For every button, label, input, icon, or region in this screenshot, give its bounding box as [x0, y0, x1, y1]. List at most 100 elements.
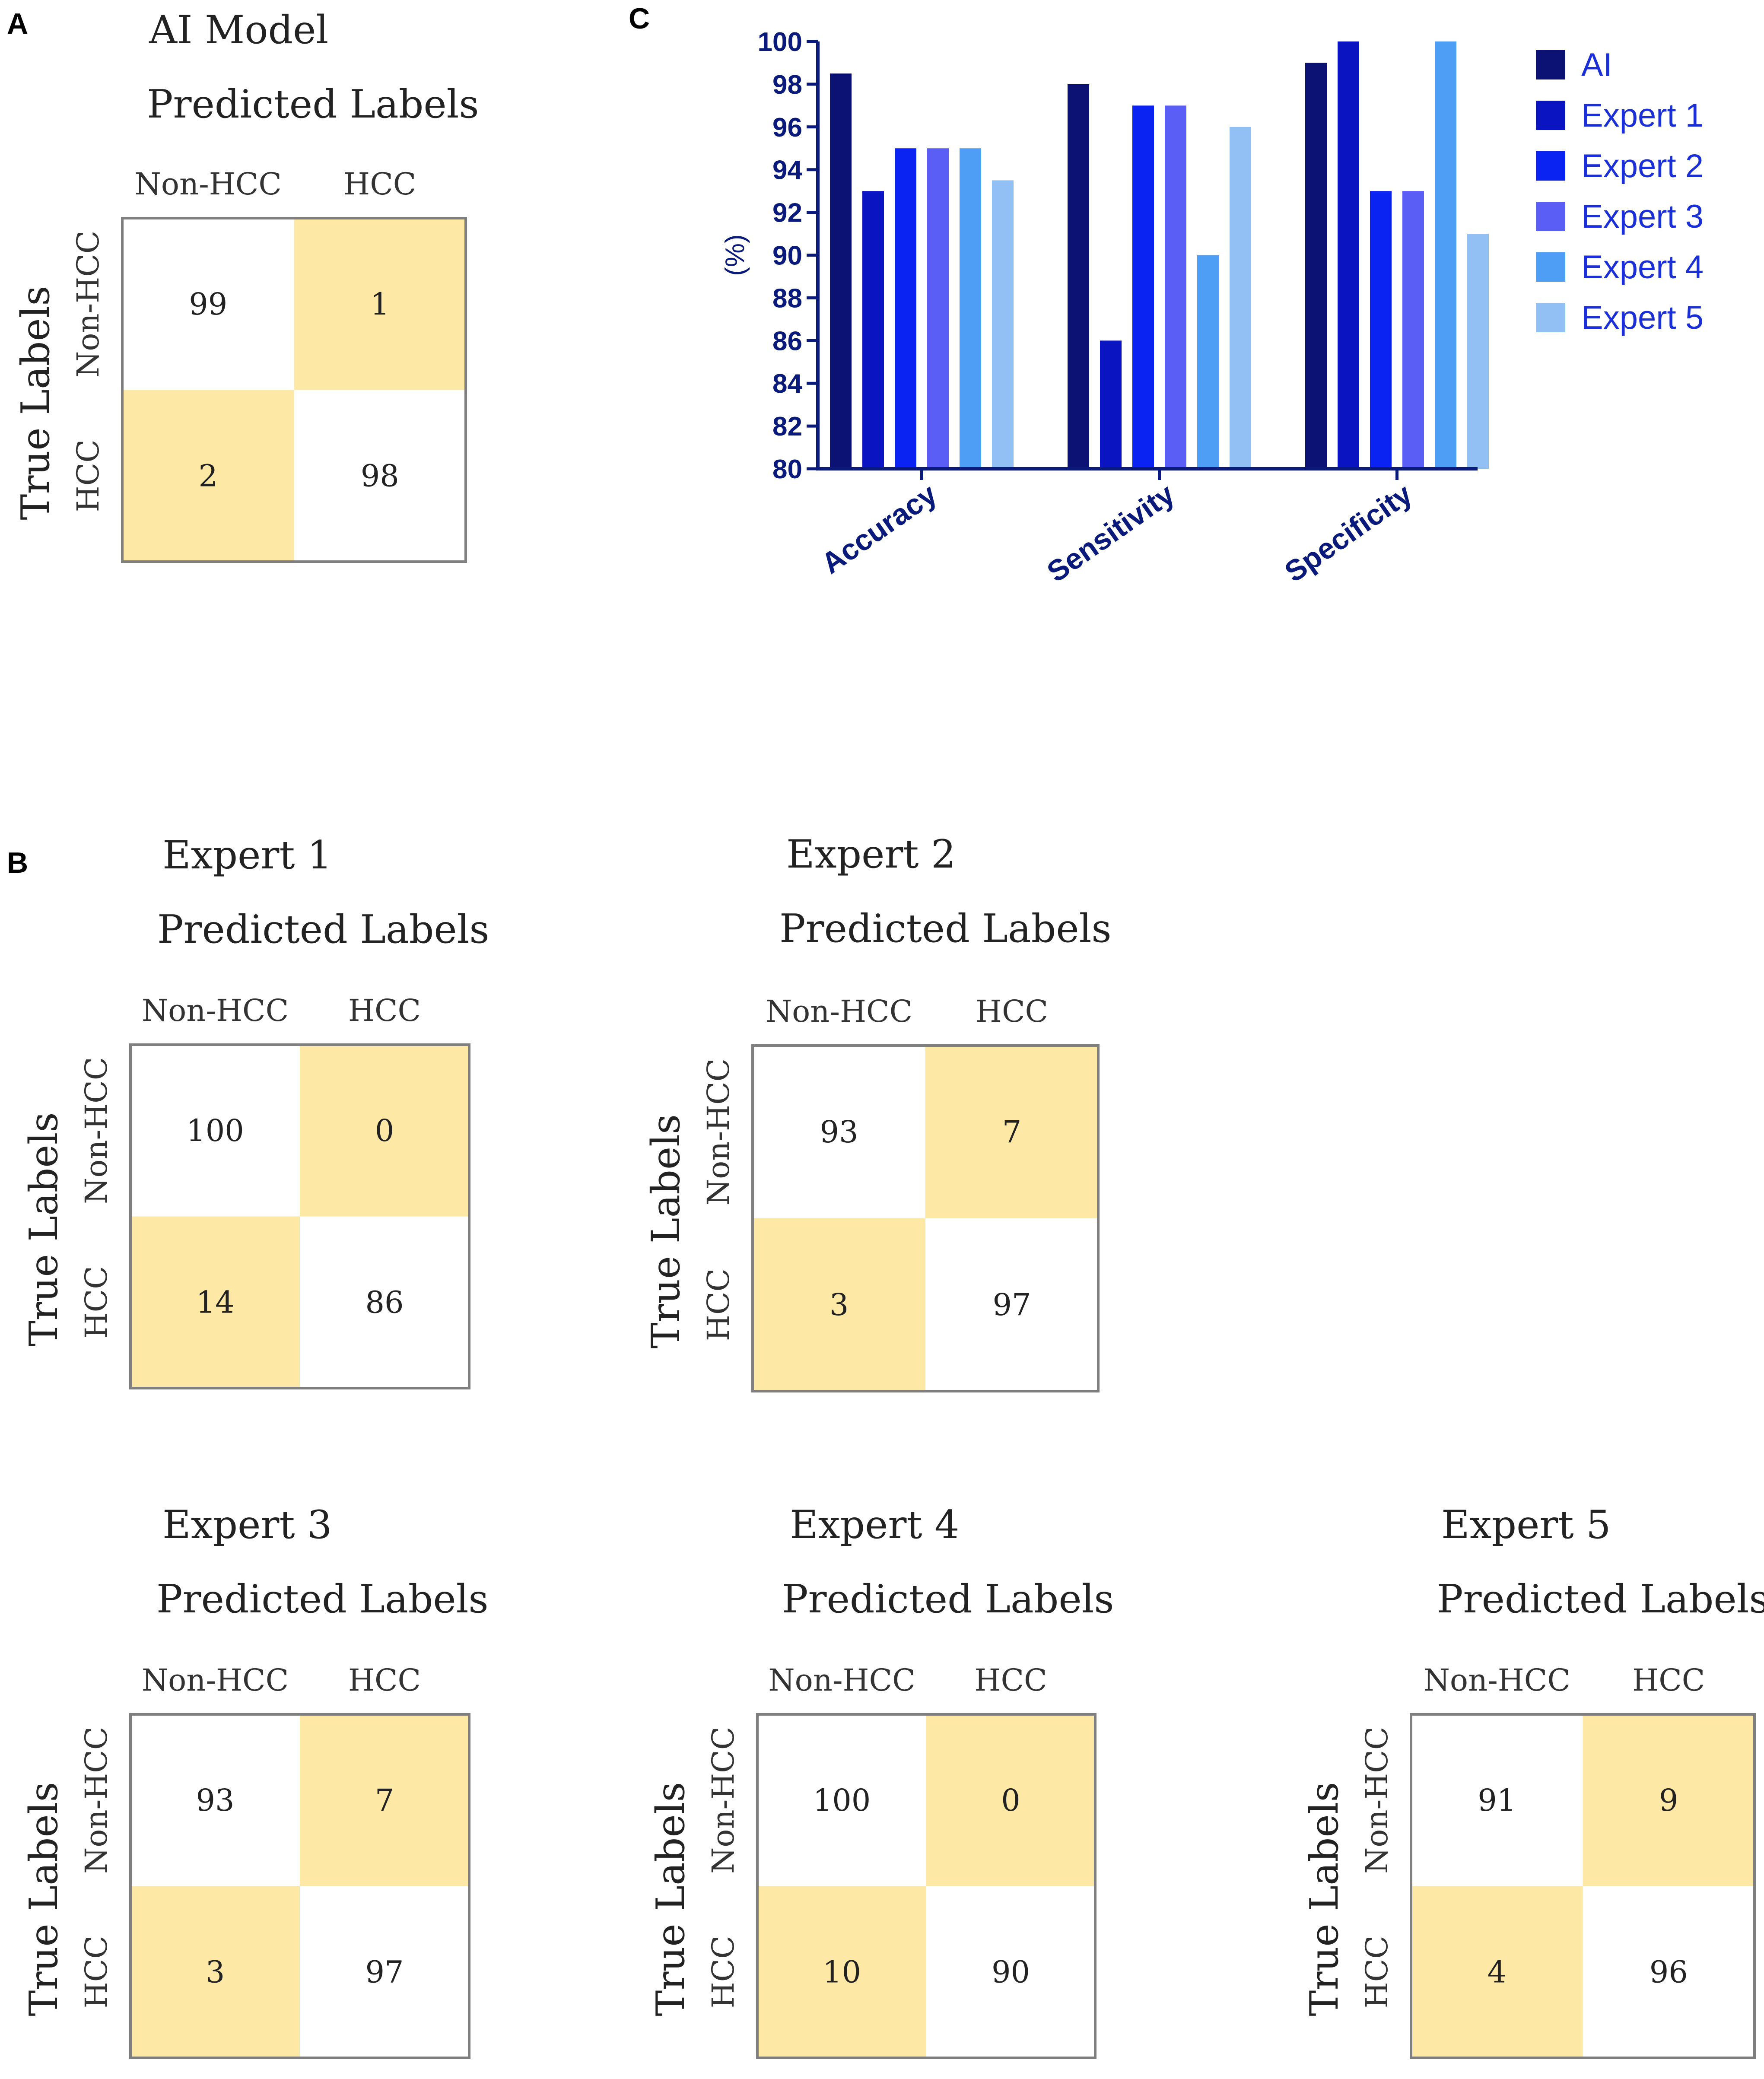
y-tick-label: 96 [772, 113, 802, 143]
matrix-title: Expert 5 [1441, 1502, 1611, 1548]
bar-expert-3-accuracy [927, 148, 949, 469]
matrix-cell [757, 1886, 926, 2058]
y-tick-label: 92 [772, 198, 802, 228]
matrix-cell [1411, 1714, 1583, 1886]
row-label: Non-HCC [79, 1057, 114, 1204]
predicted-labels-heading: Predicted Labels [782, 1577, 1114, 1622]
matrix-cell [300, 1216, 469, 1388]
matrix-cell-value: 7 [375, 1783, 394, 1818]
column-label: HCC [976, 994, 1048, 1029]
confusion-matrix-2: Expert 1 Predicted Labels Non-HCC HCC Non-HC… [21, 833, 489, 1389]
matrix-cell [294, 218, 466, 390]
matrix-border [756, 1713, 1097, 2059]
legend-swatch [1536, 303, 1565, 332]
matrix-cell-value: 98 [361, 458, 399, 493]
matrix-cell [925, 1218, 1098, 1391]
matrix-cell [130, 1714, 300, 1886]
matrix-border [129, 1713, 470, 2059]
matrix-cell [130, 1216, 300, 1388]
matrix-cell-value: 7 [1002, 1114, 1022, 1150]
bar-ai-accuracy [830, 73, 852, 469]
matrix-title: Expert 2 [786, 832, 956, 877]
x-categories: Accuracy Sensitivity Specificity [816, 469, 1418, 588]
row-label: Non-HCC [1359, 1727, 1395, 1874]
row-label: Non-HCC [706, 1727, 741, 1874]
row-label: Non-HCC [701, 1059, 736, 1205]
y-axis-label: (%) [720, 234, 750, 276]
bar-expert-2-sensitivity [1132, 105, 1154, 469]
y-tick-label: 84 [772, 369, 802, 399]
bar-expert-3-sensitivity [1165, 105, 1186, 469]
matrix-cell-value: 100 [813, 1783, 871, 1818]
matrix-cell [1583, 1714, 1754, 1886]
column-label: Non-HCC [142, 1663, 289, 1698]
matrix-cell-value: 9 [1659, 1783, 1678, 1818]
legend-label: Expert 3 [1581, 198, 1704, 235]
row-label: Non-HCC [79, 1727, 114, 1874]
bar-expert-4-specificity [1435, 41, 1456, 469]
matrix-cell [300, 1045, 469, 1217]
matrix-cell-value: 0 [375, 1113, 394, 1148]
matrix-cell [753, 1218, 925, 1391]
predicted-labels-heading: Predicted Labels [157, 907, 489, 952]
matrix-cell-value: 4 [1487, 1954, 1507, 1990]
matrix-border [1410, 1713, 1756, 2059]
y-ticks: 80 82 84 86 88 90 92 94 96 98 100 [758, 27, 818, 484]
row-label: HCC [1359, 1936, 1395, 2008]
bar-expert-5-specificity [1467, 234, 1489, 469]
legend-label: Expert 2 [1581, 148, 1704, 184]
y-tick-label: 94 [772, 156, 802, 185]
predicted-labels-heading: Predicted Labels [1437, 1577, 1764, 1622]
matrix-cell [1583, 1886, 1754, 2058]
matrix-cell-value: 93 [196, 1783, 234, 1818]
matrix-cell-value: 14 [196, 1284, 234, 1320]
column-label: HCC [348, 1663, 421, 1698]
matrix-cell-value: 1 [370, 286, 390, 322]
column-label: Non-HCC [142, 993, 289, 1028]
matrix-cell [757, 1714, 926, 1886]
panel-letter-a: A [7, 7, 28, 40]
matrix-title: Expert 4 [790, 1502, 959, 1548]
y-tick-label: 86 [772, 326, 802, 356]
matrix-border [751, 1044, 1100, 1392]
bar-expert-2-accuracy [895, 148, 916, 469]
predicted-labels-heading: Predicted Labels [156, 1577, 489, 1622]
row-label: HCC [701, 1268, 736, 1341]
matrix-cell [300, 1714, 469, 1886]
true-labels-heading: True Labels [21, 1782, 67, 2016]
matrix-cell-value: 2 [198, 458, 218, 493]
matrix-cell-value: 96 [1650, 1954, 1688, 1990]
x-category-label: Accuracy [816, 477, 943, 580]
matrix-cell-value: 97 [992, 1287, 1031, 1322]
legend-label: Expert 4 [1581, 249, 1704, 286]
bar-expert-2-specificity [1370, 191, 1392, 469]
legend-label: Expert 5 [1581, 299, 1704, 336]
confusion-matrix-5: Expert 4 Predicted Labels Non-HCC HCC Non-HC… [648, 1502, 1114, 2059]
row-label: HCC [706, 1936, 741, 2008]
true-labels-heading: True Labels [643, 1114, 689, 1348]
matrix-cell [1411, 1886, 1583, 2058]
matrix-cell-value: 86 [365, 1284, 404, 1320]
y-tick-label: 88 [772, 283, 802, 313]
column-label: Non-HCC [1424, 1663, 1570, 1698]
matrix-cell-value: 100 [186, 1113, 244, 1148]
matrix-cell [926, 1886, 1095, 2058]
matrix-cell-value: 91 [1478, 1783, 1516, 1818]
row-label: HCC [70, 439, 106, 512]
confusion-matrix-6: Expert 5 Predicted Labels Non-HCC HCC Non-HC… [1302, 1502, 1764, 2059]
matrix-cell [300, 1886, 469, 2058]
legend-swatch [1536, 50, 1565, 79]
panel-letter-c: C [629, 2, 650, 35]
bar-expert-5-accuracy [992, 180, 1014, 469]
x-category-label: Specificity [1279, 477, 1418, 588]
bar-chart: 80 82 84 86 88 90 92 94 96 98 100 Accuracy Sensitiv… [720, 27, 1704, 588]
matrix-title: AI Model [149, 7, 328, 53]
column-label: HCC [974, 1663, 1047, 1698]
bar-expert-4-accuracy [960, 148, 981, 469]
matrix-cell [753, 1046, 925, 1218]
predicted-labels-heading: Predicted Labels [779, 906, 1112, 951]
matrix-cell [925, 1046, 1098, 1218]
column-label: HCC [343, 166, 416, 202]
